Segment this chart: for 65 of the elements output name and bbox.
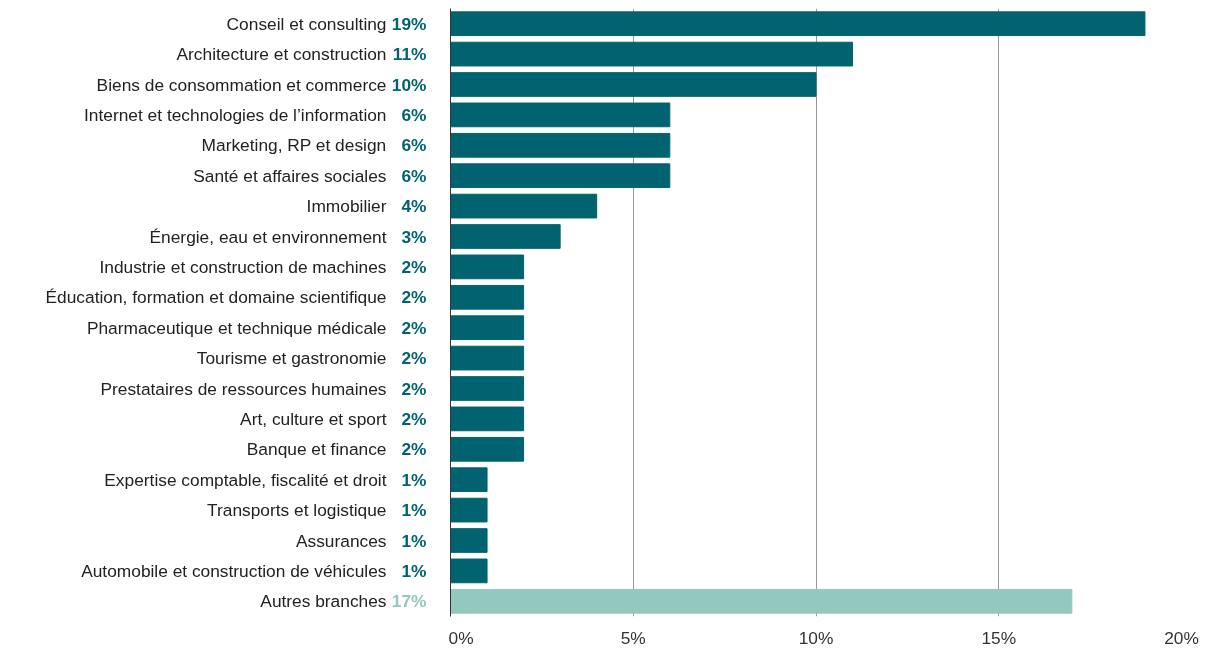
data-label: 2% bbox=[401, 287, 427, 308]
bar bbox=[450, 224, 561, 249]
bar bbox=[450, 315, 525, 341]
y-tick-label: Énergie, eau et environnement bbox=[149, 226, 387, 247]
data-label: 17% bbox=[391, 591, 427, 612]
bar bbox=[450, 11, 1146, 37]
data-label: 1% bbox=[401, 500, 427, 521]
bar bbox=[450, 528, 488, 553]
bar bbox=[450, 588, 1073, 614]
y-tick-label: Internet et technologies de l’information bbox=[84, 104, 387, 125]
bar bbox=[450, 467, 488, 493]
data-label: 2% bbox=[401, 408, 427, 429]
bar bbox=[450, 193, 598, 219]
x-tick-label: 15% bbox=[981, 627, 1017, 648]
bar bbox=[450, 254, 525, 280]
data-label: 3% bbox=[401, 226, 427, 247]
bar bbox=[450, 558, 488, 584]
y-tick-label: Éducation, formation et domaine scientifique bbox=[45, 287, 387, 308]
x-tick-label: 20% bbox=[1164, 627, 1199, 648]
data-label: 1% bbox=[401, 530, 427, 551]
y-tick-label: Immobilier bbox=[306, 196, 387, 217]
bar bbox=[450, 72, 817, 97]
y-tick-label: Tourisme et gastronomie bbox=[196, 348, 387, 369]
data-label: 6% bbox=[401, 135, 427, 156]
x-tick-label: 0% bbox=[448, 627, 474, 648]
y-tick-label: Prestataires de ressources humaines bbox=[100, 378, 387, 399]
data-label: 2% bbox=[401, 439, 427, 460]
y-tick-label: Autres branches bbox=[260, 591, 387, 612]
data-label: 19% bbox=[391, 13, 427, 34]
data-label: 1% bbox=[401, 560, 427, 581]
bar bbox=[450, 436, 525, 462]
data-label: 6% bbox=[401, 165, 427, 186]
bar bbox=[450, 102, 671, 128]
bar bbox=[450, 163, 671, 189]
y-tick-label: Automobile et construction de véhicules bbox=[81, 560, 387, 581]
bar bbox=[450, 41, 854, 67]
bar bbox=[450, 497, 488, 523]
data-label: 2% bbox=[401, 348, 427, 369]
y-tick-label: Biens de consommation et commerce bbox=[96, 74, 387, 95]
bar bbox=[450, 406, 525, 432]
bar bbox=[450, 345, 525, 371]
data-label: 6% bbox=[401, 104, 427, 125]
data-label: 2% bbox=[401, 256, 427, 277]
x-tick-label: 10% bbox=[798, 627, 834, 648]
y-tick-label: Expertise comptable, fiscalité et droit bbox=[104, 469, 387, 490]
data-label: 1% bbox=[401, 469, 427, 490]
y-tick-label: Banque et finance bbox=[246, 439, 387, 460]
y-tick-label: Conseil et consulting bbox=[226, 13, 387, 34]
x-tick-label: 5% bbox=[620, 627, 646, 648]
y-tick-label: Architecture et construction bbox=[176, 44, 387, 65]
y-tick-label: Transports et logistique bbox=[207, 500, 387, 521]
y-tick-label: Industrie et construction de machines bbox=[99, 256, 387, 277]
y-tick-label: Art, culture et sport bbox=[240, 408, 387, 429]
bar bbox=[450, 132, 671, 158]
bar bbox=[450, 284, 525, 310]
data-label: 11% bbox=[392, 44, 427, 65]
y-tick-label: Marketing, RP et design bbox=[201, 135, 387, 156]
y-tick-label: Santé et affaires sociales bbox=[193, 165, 387, 186]
y-tick-label: Pharmaceutique et technique médicale bbox=[86, 317, 387, 338]
data-label: 4% bbox=[401, 196, 427, 217]
data-label: 2% bbox=[401, 378, 427, 399]
data-label: 2% bbox=[401, 317, 427, 338]
bar bbox=[450, 376, 525, 401]
y-tick-label: Assurances bbox=[295, 530, 387, 551]
data-label: 10% bbox=[391, 74, 427, 95]
